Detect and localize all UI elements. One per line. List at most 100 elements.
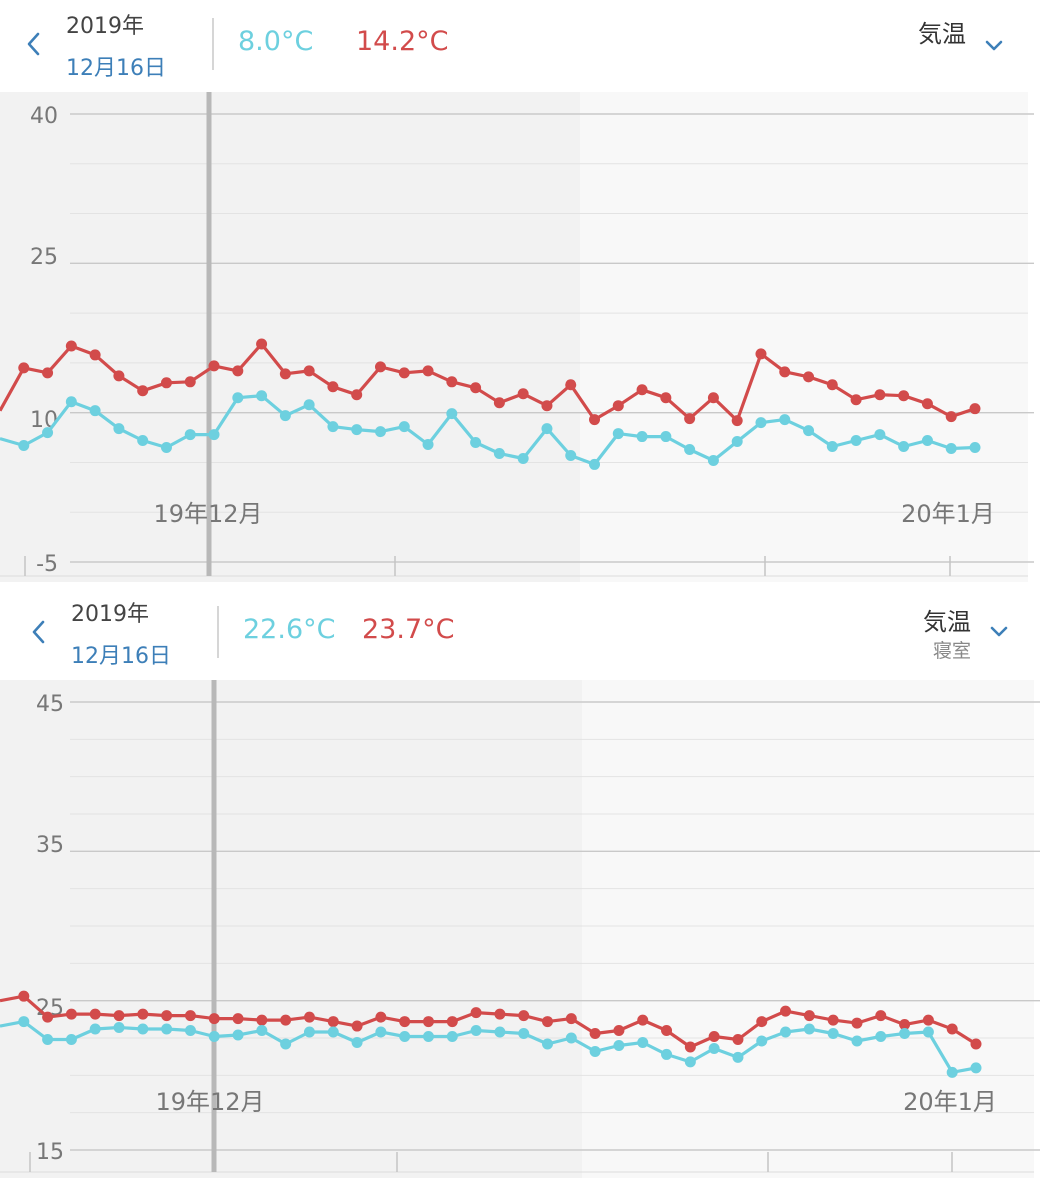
max-temp-point (303, 1011, 315, 1023)
metric-label[interactable]: 気温 (923, 608, 971, 636)
max-temp-point (637, 1014, 649, 1026)
max-temp-point (969, 403, 981, 415)
y-tick-label: -5 (36, 552, 58, 577)
min-temp-point (684, 1056, 696, 1068)
min-temp-point (779, 414, 791, 426)
min-temp-point (208, 1031, 220, 1043)
max-temp-point (351, 1020, 363, 1032)
min-temp-point (113, 423, 125, 435)
max-temp-point (279, 368, 291, 380)
max-temp-point (755, 348, 767, 360)
metric-dropdown[interactable] (981, 614, 1017, 650)
min-temp-point (184, 1025, 196, 1037)
min-temp-point (708, 1042, 720, 1054)
min-temp-point (899, 1028, 911, 1040)
min-temp-point (470, 437, 482, 449)
back-button[interactable] (12, 22, 56, 66)
panel-header: 2019年 12月16日 8.0°C 14.2°C 気温 (0, 0, 1046, 92)
max-temp-point (256, 338, 268, 350)
min-temp-point (803, 1023, 815, 1035)
chart-past-region (0, 680, 582, 1178)
min-temp-point (732, 1051, 744, 1063)
min-temp-point (327, 1026, 339, 1038)
min-temp-point (589, 1045, 601, 1057)
max-temp-point (946, 1023, 958, 1035)
back-button[interactable] (17, 610, 61, 654)
min-temp-point (351, 1036, 363, 1048)
max-temp-point (18, 990, 30, 1002)
max-temp-point (565, 1013, 577, 1025)
max-temp-point (970, 1038, 982, 1050)
max-temp-point (161, 1010, 173, 1022)
max-temp-point (256, 1014, 268, 1026)
min-temp-point (422, 439, 434, 451)
max-temp-point (374, 361, 386, 373)
min-temp-point (184, 429, 196, 441)
min-temp-point (661, 1048, 673, 1060)
max-temp-point (898, 390, 910, 402)
min-temp-point (542, 1038, 554, 1050)
min-temp-point (921, 435, 933, 447)
min-temp-point (65, 396, 77, 408)
min-temp-point (160, 442, 172, 454)
max-temp-point (541, 400, 553, 412)
date-day[interactable]: 12月16日 (71, 644, 171, 669)
max-temp-point (779, 366, 791, 378)
min-temp-point (232, 1029, 244, 1041)
max-temp-point (708, 1031, 720, 1043)
metric-dropdown[interactable] (976, 28, 1012, 64)
max-temp-point (351, 389, 363, 401)
max-temp-point (422, 365, 434, 377)
min-temperature: 22.6°C (243, 614, 336, 645)
y-tick-label: 35 (36, 833, 64, 858)
max-temp-point (565, 379, 577, 391)
x-axis-label: 20年1月 (901, 500, 995, 528)
min-temp-point (422, 1031, 434, 1043)
chart-past-region (0, 92, 580, 582)
min-temp-point (18, 1016, 30, 1028)
chevron-left-icon (27, 32, 40, 56)
max-temp-point (731, 415, 743, 427)
max-temp-point (65, 1008, 77, 1020)
max-temp-point (327, 381, 339, 393)
room-label: 寝室 (932, 640, 971, 662)
max-temp-point (803, 1010, 815, 1022)
min-temp-point (612, 428, 624, 440)
min-temp-point (636, 431, 648, 443)
date-day[interactable]: 12月16日 (66, 56, 166, 81)
min-temp-point (826, 441, 838, 453)
chart-future-region (582, 680, 1034, 1178)
min-temp-point (756, 1035, 768, 1047)
min-temp-point (42, 427, 54, 439)
max-temp-point (875, 1010, 887, 1022)
max-temp-point (18, 362, 30, 374)
min-temp-point (660, 431, 672, 443)
chevron-down-icon (985, 40, 1003, 51)
max-temp-point (851, 1017, 863, 1029)
max-temp-point (280, 1014, 292, 1026)
max-temp-point (160, 377, 172, 389)
max-temp-point (208, 1013, 220, 1025)
max-temp-point (113, 370, 125, 382)
min-temp-point (684, 444, 696, 456)
max-temp-point (232, 1013, 244, 1025)
max-temp-point (518, 1010, 530, 1022)
min-temp-point (589, 458, 601, 470)
max-temp-point (303, 365, 315, 377)
metric-label[interactable]: 気温 (918, 20, 966, 48)
min-temp-point (493, 447, 505, 459)
x-axis-label: 20年1月 (903, 1088, 997, 1116)
min-temp-point (232, 392, 244, 404)
max-temp-point (732, 1033, 744, 1045)
max-temp-point (589, 1028, 601, 1040)
x-axis-label: 19年12月 (153, 500, 262, 528)
max-temp-point (89, 349, 101, 361)
max-temp-point (493, 397, 505, 409)
min-temp-point (850, 435, 862, 447)
date-year: 2019年 (71, 602, 149, 627)
max-temp-point (661, 1025, 673, 1037)
temperature-panel-bedroom: 2019年 12月16日 22.6°C 23.7°C 気温 寝室 45 35 25 1… (0, 588, 1046, 1200)
min-temp-point (970, 1062, 982, 1074)
